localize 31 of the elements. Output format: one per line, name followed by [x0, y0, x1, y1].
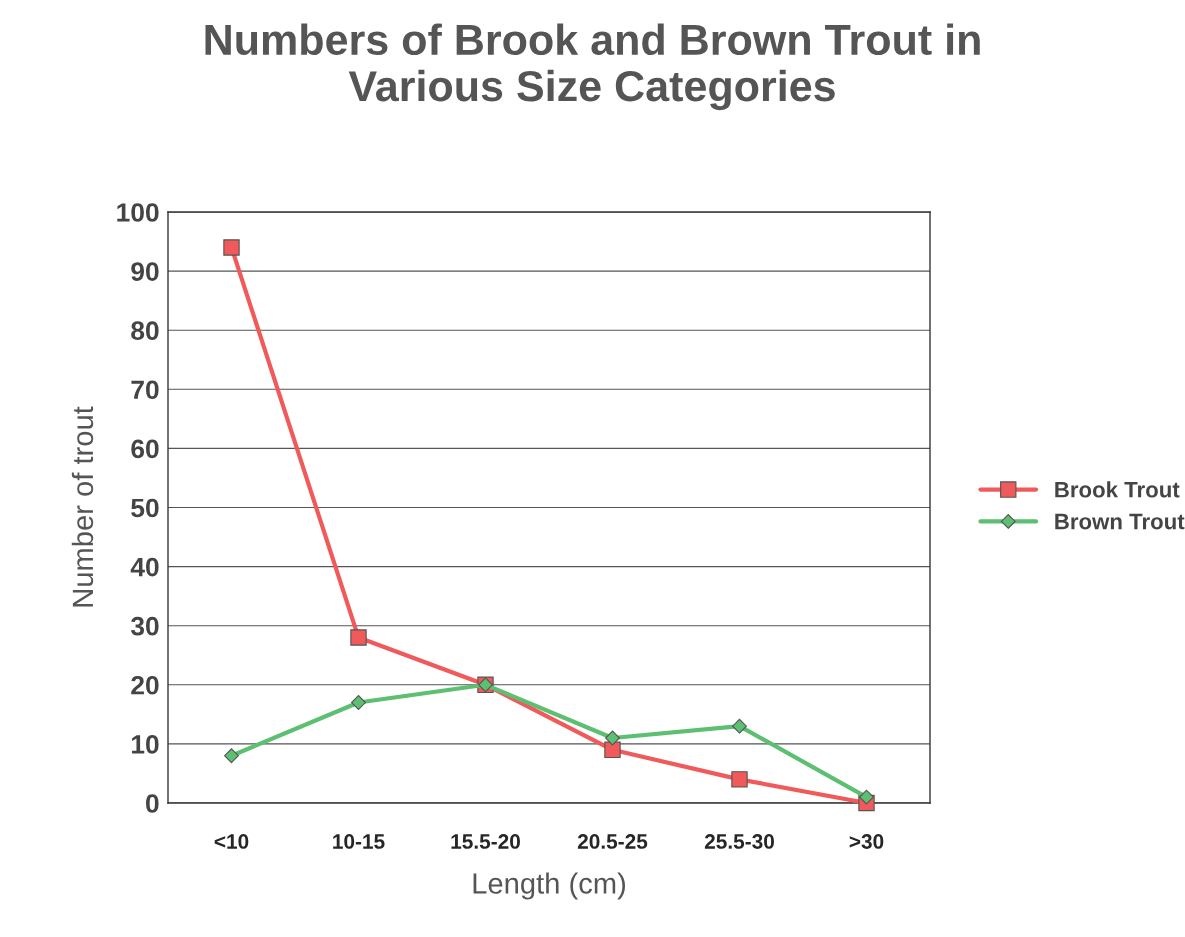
x-tick-label: 15.5-20 [451, 834, 520, 849]
x-tick-label: 20.5-25 [577, 834, 648, 849]
y-tick-label: 60 [131, 439, 159, 459]
y-tick-label: 0 [146, 794, 159, 813]
y-tick-label: 50 [131, 498, 159, 518]
y-tick-label: 20 [131, 675, 159, 695]
y-tick-label: 90 [131, 262, 159, 281]
point [731, 771, 748, 788]
legend-label: Brook Trout [1055, 481, 1180, 498]
x-axis-title: Length (cm) [473, 872, 625, 900]
point [223, 239, 240, 256]
x-tick-label: >30 [849, 834, 884, 849]
y-axis-title: Number of trout [71, 406, 94, 607]
point [732, 718, 747, 734]
point [605, 730, 620, 746]
y-tick-label: 10 [131, 735, 159, 754]
x-tick-label: 25.5-30 [704, 834, 774, 849]
legend-label: Brown Trout [1055, 513, 1185, 530]
point [604, 741, 621, 759]
y-tick-label: 100 [117, 203, 159, 222]
x-tick-label: 10-15 [333, 834, 385, 849]
y-tick-label: 70 [131, 380, 159, 400]
y-tick-label: 40 [130, 557, 159, 577]
chart-title: Numbers of Brook and Brown Trout in Various Size Categories [205, 23, 980, 111]
point [350, 629, 367, 646]
point [351, 695, 366, 710]
y-tick-label: 30 [130, 616, 159, 636]
x-tick-label: <10 [214, 834, 249, 849]
point [224, 748, 239, 764]
point [859, 789, 874, 805]
y-tick-label: 80 [131, 321, 159, 341]
